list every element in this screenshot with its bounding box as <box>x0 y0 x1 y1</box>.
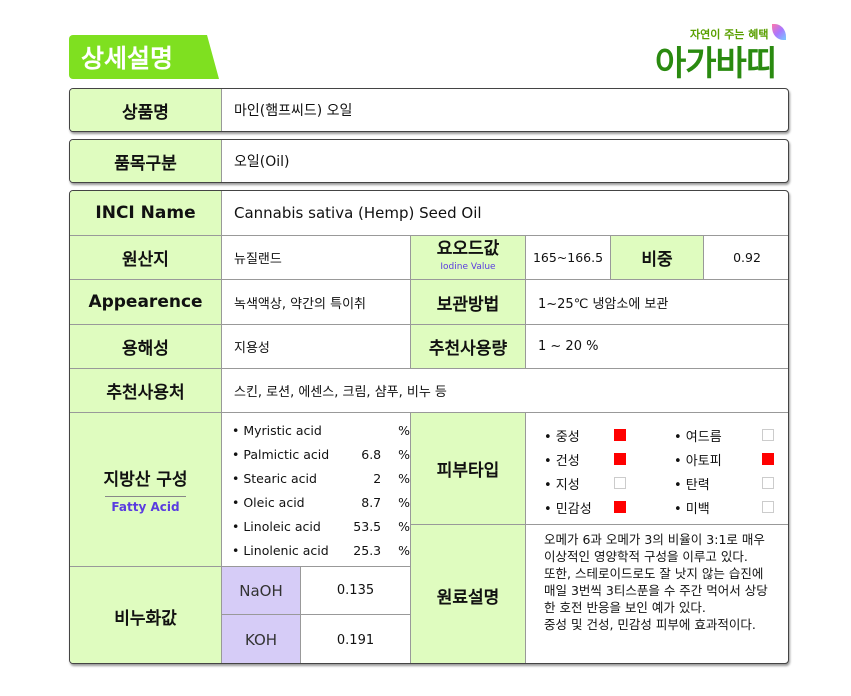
description-line: 이상적인 영양학적 구성을 이루고 있다. <box>544 549 748 564</box>
description-line: 오메가 6과 오메가 3의 비율이 3:1로 매우 <box>544 532 765 547</box>
fatty-acid-name: • Linoleic acid <box>232 519 321 534</box>
fatty-acid-unit: % <box>398 495 410 510</box>
skin-type-item: • 여드름 <box>674 423 784 447</box>
unchecked-box-icon <box>762 429 774 441</box>
fatty-acid-unit: % <box>398 543 410 558</box>
saponification-label: 비누화값 <box>70 567 222 663</box>
product-name-value: 마인(햄프씨드) 오일 <box>234 103 353 119</box>
skin-type-item: • 탄력 <box>674 471 784 495</box>
fatty-acid-value: 6.8 <box>361 447 382 462</box>
fatty-acid-name: • Palmictic acid <box>232 447 330 462</box>
skin-type-item: • 중성 <box>544 423 674 447</box>
description-line: 매일 3번씩 3티스푼을 수 주간 먹어서 상당 <box>544 583 768 598</box>
description-line: 중성 및 건성, 민감성 피부에 효과적이다. <box>544 617 756 632</box>
fatty-acid-row: • Linolenic acid 25.3% <box>232 539 410 563</box>
usage-value: 스킨, 로션, 에센스, 크림, 샴푸, 비누 등 <box>222 369 788 413</box>
storage-label: 보관방법 <box>411 280 526 325</box>
product-name-label: 상품명 <box>70 89 222 131</box>
dosage-label: 추천사용량 <box>411 325 526 369</box>
inci-label: INCI Name <box>70 191 222 236</box>
fatty-acid-row: • Stearic acid 2% <box>232 467 410 491</box>
naoh-label: NaOH <box>222 567 301 615</box>
checked-box-icon <box>614 453 626 465</box>
fatty-acid-value: 53.5 <box>353 519 382 534</box>
category-label: 품목구분 <box>70 140 222 182</box>
koh-label: KOH <box>222 615 301 663</box>
unchecked-box-icon <box>762 477 774 489</box>
skin-type-name: • 민감성 <box>544 501 592 517</box>
skin-type-item: • 건성 <box>544 447 674 471</box>
iodine-label: 요오드값 <box>436 238 500 259</box>
iodine-value: 165~166.5 <box>526 236 611 280</box>
checked-box-icon <box>614 501 626 513</box>
inci-value: Cannabis sativa (Hemp) Seed Oil <box>222 191 788 236</box>
fatty-acid-value: 2 <box>373 471 382 486</box>
naoh-value: 0.135 <box>301 567 411 615</box>
fatty-acid-row: • Palmictic acid 6.8% <box>232 443 410 467</box>
dosage-value: 1 ~ 20 % <box>526 325 788 369</box>
description-line: 한 호전 반응을 보인 예가 있다. <box>544 600 706 615</box>
gravity-label: 비중 <box>611 236 704 280</box>
unchecked-box-icon <box>762 501 774 513</box>
appearance-value: 녹색액상, 약간의 특이취 <box>222 280 411 325</box>
fatty-acid-row: • Oleic acid 8.7% <box>232 491 410 515</box>
skin-type-name: • 탄력 <box>674 477 710 493</box>
skin-type-name: • 여드름 <box>674 429 722 445</box>
fatty-acid-value: 8.7 <box>361 495 382 510</box>
origin-label: 원산지 <box>70 236 222 280</box>
skin-type-name: • 중성 <box>544 429 580 445</box>
spec-table: INCI Name Cannabis sativa (Hemp) Seed Oi… <box>69 190 789 664</box>
skin-type-item: • 지성 <box>544 471 674 495</box>
gravity-value: 0.92 <box>704 236 788 280</box>
fatty-acid-unit: % <box>398 447 410 462</box>
fatty-label-cell: 지방산 구성 Fatty Acid <box>70 413 222 567</box>
category-row: 품목구분 오일(Oil) <box>69 139 789 183</box>
storage-value: 1~25℃ 냉암소에 보관 <box>526 280 788 325</box>
fatty-acid-list: • Myristic acid% • Palmictic acid 6.8% • St… <box>222 413 411 567</box>
skin-type-name: • 건성 <box>544 453 580 469</box>
product-name-row: 상품명 마인(햄프씨드) 오일 <box>69 88 789 132</box>
checked-box-icon <box>614 429 626 441</box>
fatty-acid-name: • Myristic acid <box>232 423 322 438</box>
koh-value: 0.191 <box>301 615 411 663</box>
category-value: 오일(Oil) <box>234 154 290 170</box>
skin-type-item: • 민감성 <box>544 495 674 519</box>
fatty-acid-unit: % <box>398 519 410 534</box>
logo-tagline: 자연이 주는 혜택 <box>690 28 769 41</box>
fatty-acid-name: • Linolenic acid <box>232 543 329 558</box>
fatty-acid-value: 25.3 <box>353 543 382 558</box>
fatty-acid-row: • Linoleic acid 53.5% <box>232 515 410 539</box>
skin-type-label: 피부타입 <box>411 413 526 525</box>
iodine-sub-label: Iodine Value <box>440 261 496 272</box>
fatty-acid-unit: % <box>398 471 410 486</box>
checked-box-icon <box>762 453 774 465</box>
iodine-label-cell: 요오드값 Iodine Value <box>411 236 526 280</box>
origin-value: 뉴질랜드 <box>222 236 411 280</box>
fatty-label: 지방산 구성 <box>103 470 188 490</box>
skin-type-name: • 미백 <box>674 501 710 517</box>
unchecked-box-icon <box>614 477 626 489</box>
usage-label: 추천사용처 <box>70 369 222 413</box>
solubility-label: 용해성 <box>70 325 222 369</box>
fatty-acid-row: • Myristic acid% <box>232 419 410 443</box>
fatty-acid-name: • Oleic acid <box>232 495 305 510</box>
section-title: 상세설명 <box>69 35 219 79</box>
skin-type-name: • 아토피 <box>674 453 722 469</box>
appearance-label: Appearence <box>70 280 222 325</box>
skin-type-name: • 지성 <box>544 477 580 493</box>
logo: 아가바띠 <box>655 44 777 84</box>
fatty-acid-unit: % <box>398 423 410 438</box>
skin-type-item: • 아토피 <box>674 447 784 471</box>
skin-type-grid: • 중성 • 여드름 • 건성 • 아토피 • 지성 • 탄력 • 민감성 • 미백 <box>526 413 788 525</box>
fatty-acid-name: • Stearic acid <box>232 471 317 486</box>
leaf-logo-icon <box>772 24 786 40</box>
fatty-acid-value <box>338 419 381 443</box>
skin-type-item: • 미백 <box>674 495 784 519</box>
fatty-sub-label: Fatty Acid <box>105 496 186 514</box>
description-label: 원료설명 <box>411 525 526 663</box>
description-line: 또한, 스테로이드로도 잘 낫지 않는 습진에 <box>544 566 764 581</box>
solubility-value: 지용성 <box>222 325 411 369</box>
